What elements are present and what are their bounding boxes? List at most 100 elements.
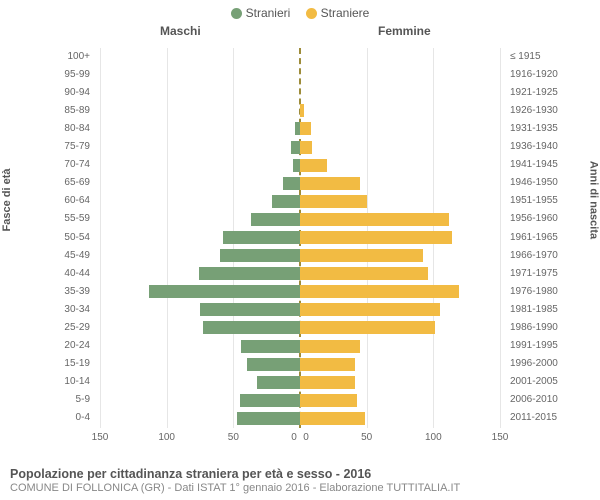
bar-male xyxy=(149,285,300,298)
birth-label: 1956-1960 xyxy=(510,212,600,226)
bar-female xyxy=(300,412,365,425)
bar-female xyxy=(300,358,355,371)
age-label: 95-99 xyxy=(30,68,90,82)
birth-label: 1941-1945 xyxy=(510,158,600,172)
bar-male xyxy=(240,394,300,407)
bar-male xyxy=(251,213,300,226)
pyramid-row xyxy=(100,104,500,118)
pyramid-row xyxy=(100,358,500,372)
pyramid-row xyxy=(100,213,500,227)
pyramid-row xyxy=(100,86,500,100)
birth-label: 1931-1935 xyxy=(510,122,600,136)
age-label: 45-49 xyxy=(30,249,90,263)
footer-subtitle: COMUNE DI FOLLONICA (GR) - Dati ISTAT 1°… xyxy=(10,482,460,494)
age-label: 85-89 xyxy=(30,104,90,118)
bar-male xyxy=(237,412,300,425)
footer-title: Popolazione per cittadinanza straniera p… xyxy=(10,467,460,481)
birth-label: 1946-1950 xyxy=(510,176,600,190)
legend-label-male: Stranieri xyxy=(246,6,291,20)
age-label: 20-24 xyxy=(30,339,90,353)
legend-label-female: Straniere xyxy=(321,6,370,20)
bar-male xyxy=(199,267,300,280)
bar-female xyxy=(300,104,304,117)
bar-male xyxy=(247,358,300,371)
bar-male xyxy=(293,159,300,172)
birth-label: 1951-1955 xyxy=(510,194,600,208)
bar-female xyxy=(300,159,327,172)
pyramid-row xyxy=(100,340,500,354)
birth-label: 1981-1985 xyxy=(510,303,600,317)
bar-female xyxy=(300,141,312,154)
bar-female xyxy=(300,394,357,407)
birth-label: 1986-1990 xyxy=(510,321,600,335)
bar-female xyxy=(300,303,440,316)
age-label: 60-64 xyxy=(30,194,90,208)
bar-male xyxy=(241,340,300,353)
pyramid-row xyxy=(100,141,500,155)
birth-label: 2006-2010 xyxy=(510,393,600,407)
age-label: 70-74 xyxy=(30,158,90,172)
birth-label: 1926-1930 xyxy=(510,104,600,118)
bar-female xyxy=(300,376,355,389)
pyramid-row xyxy=(100,68,500,82)
bar-female xyxy=(300,195,367,208)
birth-label: 1936-1940 xyxy=(510,140,600,154)
age-label: 0-4 xyxy=(30,411,90,425)
x-tick: 100 xyxy=(158,432,175,443)
pyramid-row xyxy=(100,177,500,191)
y-axis-title-left: Fasce di età xyxy=(1,169,13,232)
legend: Stranieri Straniere xyxy=(0,0,600,22)
bar-female xyxy=(300,267,428,280)
x-tick: 150 xyxy=(92,432,109,443)
pyramid-row xyxy=(100,285,500,299)
age-label: 55-59 xyxy=(30,212,90,226)
bar-female xyxy=(300,340,360,353)
chart-container: Stranieri Straniere Maschi Femmine Fasce… xyxy=(0,0,600,500)
birth-label: 1921-1925 xyxy=(510,86,600,100)
pyramid-row xyxy=(100,122,500,136)
birth-label: 1966-1970 xyxy=(510,249,600,263)
pyramid-row xyxy=(100,159,500,173)
age-label: 15-19 xyxy=(30,357,90,371)
age-label: 30-34 xyxy=(30,303,90,317)
pyramid-row xyxy=(100,303,500,317)
pyramid-row xyxy=(100,267,500,281)
bar-female xyxy=(300,231,452,244)
x-tick: 0 xyxy=(291,432,297,443)
x-tick: 150 xyxy=(492,432,509,443)
pyramid-row xyxy=(100,50,500,64)
birth-label: 1996-2000 xyxy=(510,357,600,371)
age-label: 65-69 xyxy=(30,176,90,190)
birth-label: 1971-1975 xyxy=(510,267,600,281)
age-label: 80-84 xyxy=(30,122,90,136)
pyramid-row xyxy=(100,412,500,426)
bar-female xyxy=(300,321,435,334)
bar-male xyxy=(223,231,300,244)
age-label: 25-29 xyxy=(30,321,90,335)
header-male: Maschi xyxy=(160,24,201,38)
age-label: 40-44 xyxy=(30,267,90,281)
chart-area: 100+95-9990-9485-8980-8475-7970-7465-696… xyxy=(62,42,538,442)
age-label: 75-79 xyxy=(30,140,90,154)
bar-female xyxy=(300,249,423,262)
birth-label: 2001-2005 xyxy=(510,375,600,389)
birth-label: 1991-1995 xyxy=(510,339,600,353)
legend-item-female: Straniere xyxy=(306,6,370,20)
bar-male xyxy=(283,177,300,190)
pyramid-row xyxy=(100,249,500,263)
bar-male xyxy=(203,321,300,334)
birth-label: 1961-1965 xyxy=(510,231,600,245)
header-female: Femmine xyxy=(378,24,431,38)
pyramid-row xyxy=(100,321,500,335)
pyramid-row xyxy=(100,231,500,245)
birth-label: 2011-2015 xyxy=(510,411,600,425)
bar-male xyxy=(257,376,300,389)
bar-female xyxy=(300,213,449,226)
legend-swatch-female xyxy=(306,8,317,19)
age-label: 10-14 xyxy=(30,375,90,389)
grid-line xyxy=(500,48,501,428)
bar-male xyxy=(200,303,300,316)
bar-female xyxy=(300,177,360,190)
x-tick: 0 xyxy=(303,432,309,443)
age-label: 35-39 xyxy=(30,285,90,299)
